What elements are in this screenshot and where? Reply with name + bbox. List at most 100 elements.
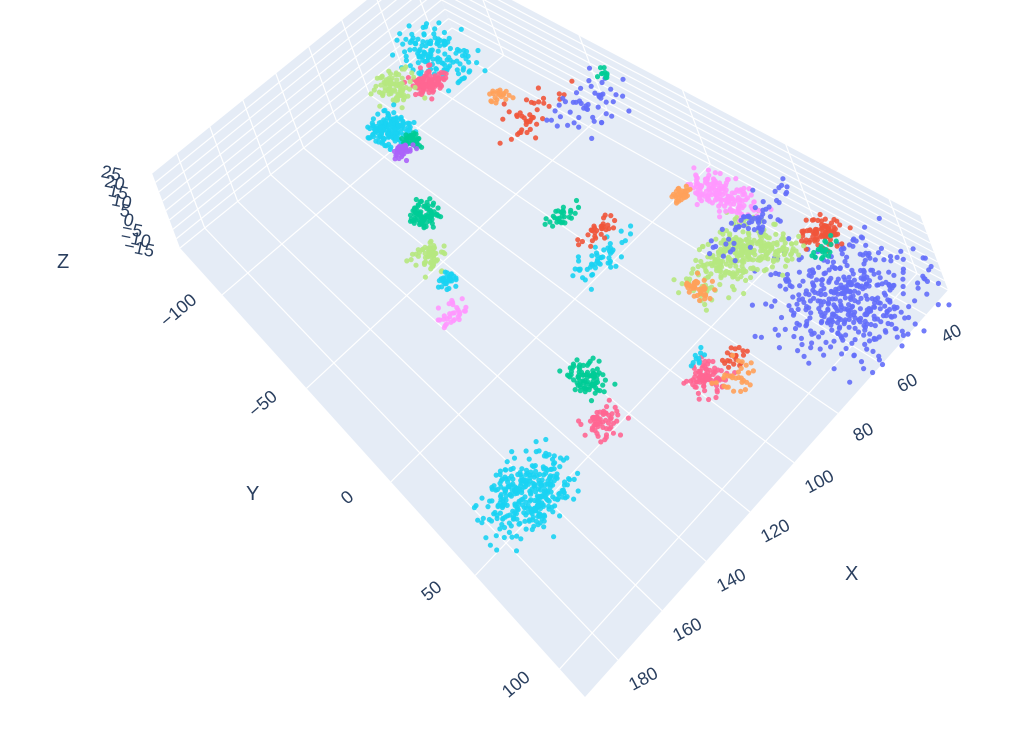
data-point: [612, 381, 618, 387]
data-point: [419, 83, 425, 89]
data-point: [573, 197, 580, 204]
data-point: [768, 272, 774, 278]
data-point: [447, 57, 453, 63]
data-point: [383, 143, 389, 149]
data-point: [885, 297, 891, 303]
data-point: [618, 254, 625, 260]
data-point: [543, 436, 549, 443]
point-cluster: [594, 65, 610, 81]
data-point: [489, 498, 495, 504]
data-point: [518, 536, 524, 542]
data-point: [690, 360, 696, 366]
data-point: [422, 250, 428, 256]
data-point: [600, 382, 606, 388]
data-point: [759, 243, 765, 249]
data-point: [406, 86, 413, 92]
data-point: [598, 439, 604, 445]
data-point: [614, 418, 620, 424]
data-point: [523, 467, 530, 473]
data-point: [374, 130, 380, 136]
data-point: [716, 208, 723, 214]
data-point: [858, 234, 864, 240]
data-point: [407, 39, 413, 46]
data-point: [882, 328, 888, 334]
data-point: [889, 314, 895, 320]
data-point: [754, 266, 760, 273]
data-point: [750, 368, 757, 374]
data-point: [415, 203, 421, 209]
data-point: [516, 130, 523, 136]
data-point: [785, 258, 791, 264]
data-point: [571, 377, 577, 383]
data-point: [612, 217, 618, 224]
data-point: [382, 107, 388, 113]
data-point: [803, 237, 809, 243]
data-point: [475, 47, 481, 54]
data-point: [899, 343, 905, 349]
data-point: [836, 315, 842, 321]
data-point: [946, 302, 952, 308]
data-point: [610, 225, 617, 231]
data-point: [522, 518, 528, 524]
y-gridline: [221, 54, 505, 296]
data-point: [533, 135, 539, 141]
data-point: [776, 345, 783, 351]
data-point: [512, 510, 518, 516]
data-point: [705, 241, 711, 247]
data-point: [809, 340, 815, 346]
data-point: [739, 379, 745, 385]
data-point: [546, 503, 552, 509]
data-point: [536, 99, 542, 105]
data-point: [416, 135, 422, 142]
point-cluster: [709, 352, 757, 394]
data-point: [575, 204, 582, 210]
data-point: [483, 535, 489, 541]
data-point: [430, 89, 436, 95]
data-point: [594, 252, 600, 259]
data-point: [511, 455, 518, 461]
data-point: [399, 105, 405, 111]
data-point: [546, 103, 552, 109]
data-point: [780, 272, 786, 278]
point-cluster: [575, 212, 618, 249]
data-point: [842, 258, 848, 265]
data-point: [503, 96, 509, 102]
data-point: [608, 213, 614, 219]
data-point: [533, 468, 539, 474]
data-point: [769, 264, 776, 270]
data-point: [695, 390, 702, 396]
data-point: [374, 126, 380, 132]
data-point: [427, 196, 433, 202]
data-point: [784, 271, 791, 278]
data-point: [540, 116, 546, 122]
data-point: [732, 216, 738, 222]
data-point: [687, 186, 693, 192]
data-point: [570, 99, 576, 105]
z-gridline: [511, 0, 921, 216]
data-point: [431, 251, 438, 257]
data-point: [688, 181, 694, 187]
point-cluster: [435, 269, 459, 293]
data-point: [845, 282, 851, 288]
data-point: [815, 246, 821, 253]
data-point: [743, 197, 749, 203]
data-point: [508, 473, 515, 479]
data-point: [599, 71, 605, 77]
data-point: [589, 272, 595, 278]
data-point: [548, 117, 555, 123]
data-point: [795, 306, 801, 312]
data-point: [762, 232, 768, 238]
data-point: [522, 483, 529, 490]
data-point: [732, 227, 738, 233]
data-point: [606, 397, 612, 403]
data-point: [413, 91, 419, 98]
data-point: [428, 41, 434, 47]
data-point: [689, 270, 695, 276]
x-tick-label: 40: [938, 320, 965, 347]
data-point: [369, 120, 375, 126]
data-point: [594, 430, 600, 437]
data-point: [723, 228, 730, 234]
data-point: [723, 261, 730, 267]
